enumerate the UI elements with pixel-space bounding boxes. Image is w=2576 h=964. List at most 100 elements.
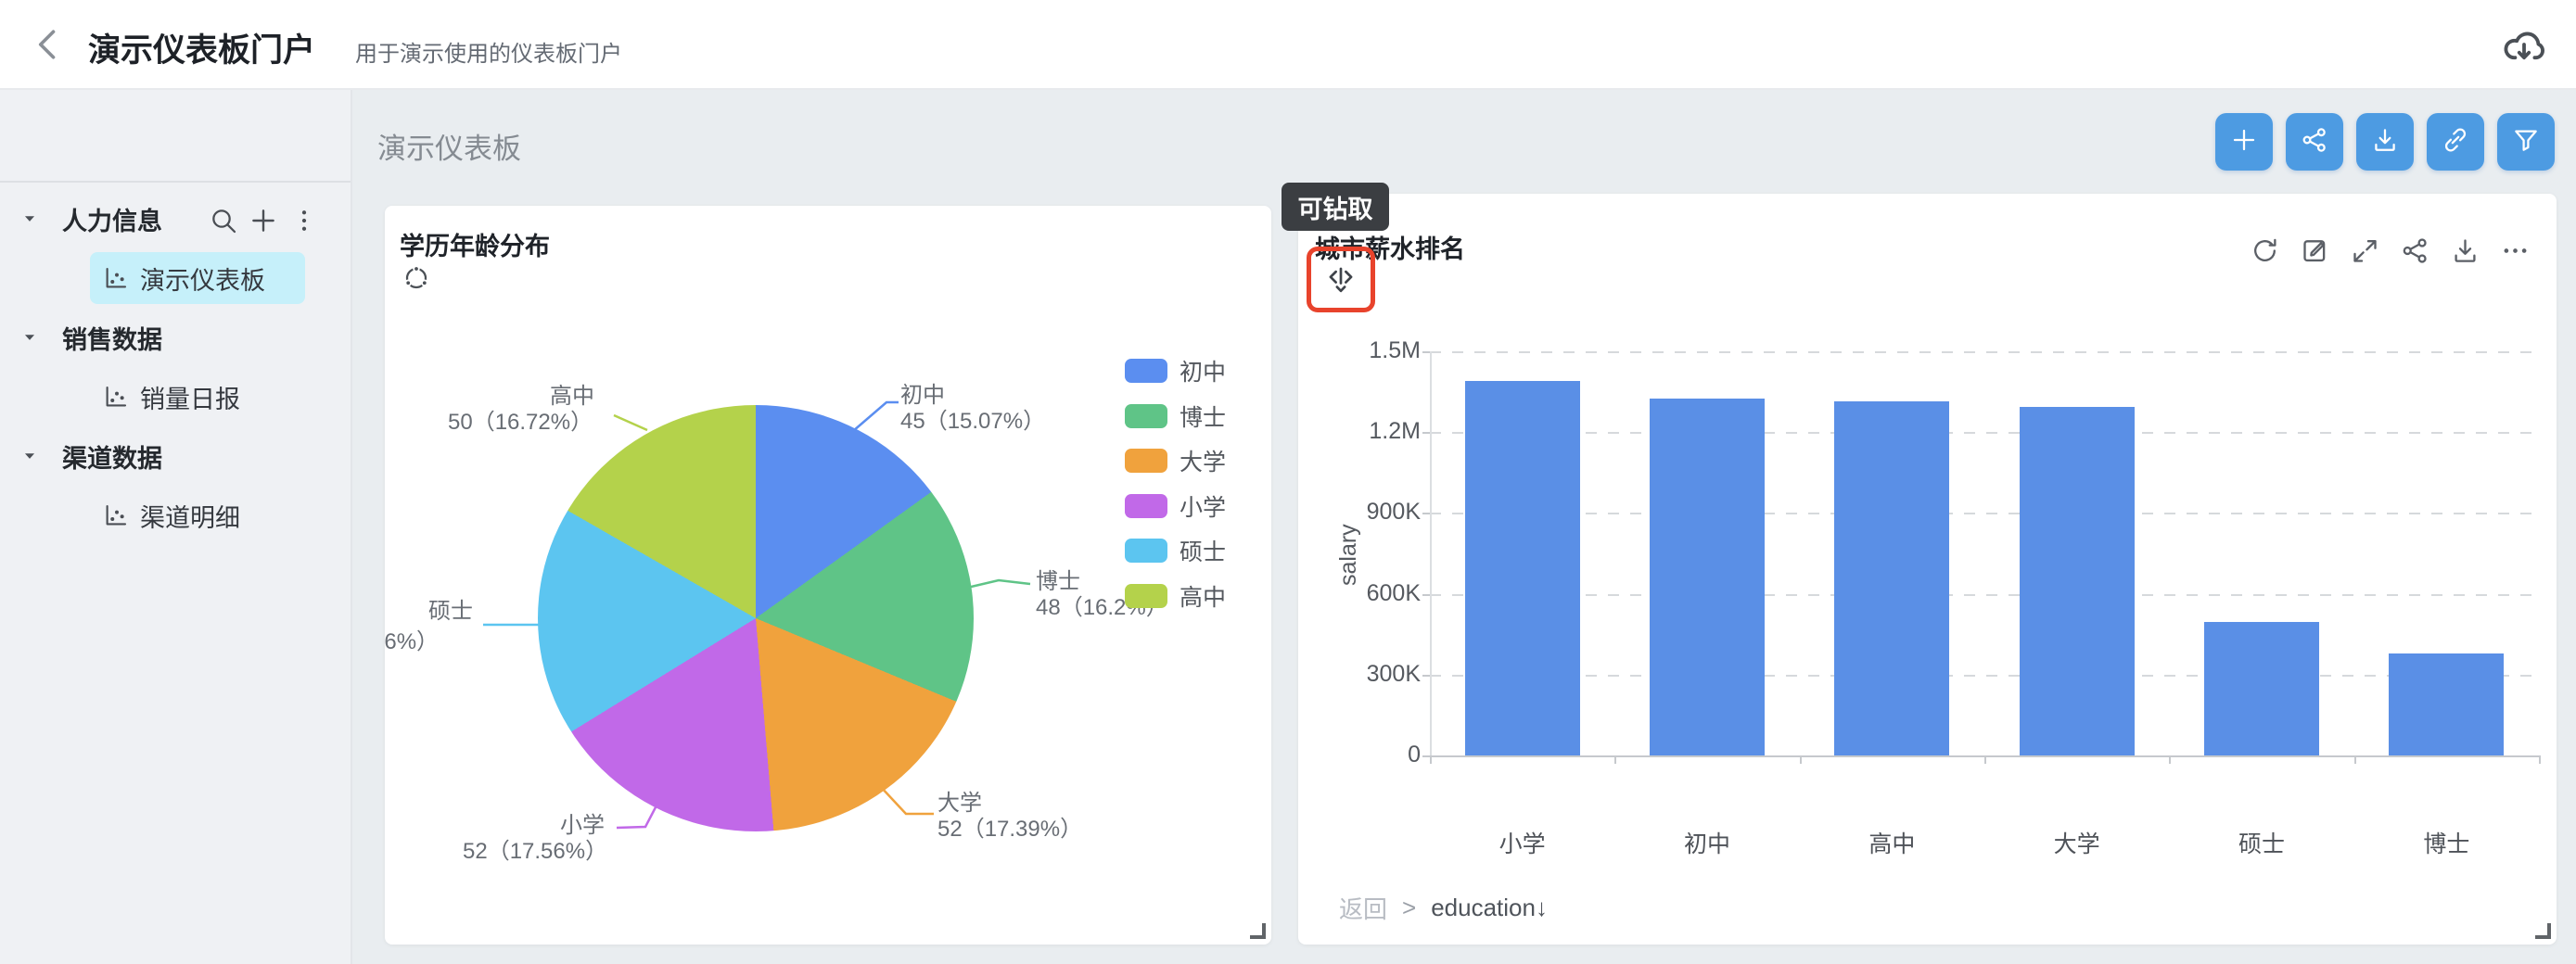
expand-icon[interactable] (2349, 235, 2380, 266)
y-axis-tick-label: 300K (1366, 660, 1421, 687)
pie-label-初中-line1: 初中 (900, 383, 945, 408)
bar-chart-card: 城市薪水排名 1.5M 1.2M 900K 600K 300K 0 小学 初中 高中 大学 硕士 博士… (1298, 194, 2557, 945)
drillable-tooltip: 可钻取 (1282, 183, 1389, 231)
drill-breadcrumb-current[interactable]: education↓ (1431, 894, 1548, 921)
portal-subtitle: 用于演示使用的仪表板门户 (355, 42, 622, 67)
legend-item-硕士[interactable]: 硕士 (1125, 534, 1226, 567)
x-axis-tickmark (2539, 755, 2541, 764)
back-button[interactable] (28, 24, 69, 65)
drill-down-icon[interactable] (1323, 262, 1358, 298)
sidebar-item-label: 演示仪表板 (140, 266, 265, 295)
x-axis-label-大学: 大学 (2053, 831, 2100, 857)
x-axis-label-小学: 小学 (1498, 831, 1546, 857)
selected-item-highlight (90, 252, 305, 304)
legend-swatch (1125, 539, 1167, 563)
legend-label: 初中 (1180, 360, 1227, 386)
search-icon[interactable] (209, 206, 238, 235)
sidebar-group-2[interactable]: 销售数据 (0, 311, 351, 363)
y-axis-tickmark (1422, 513, 1430, 515)
gridline (1430, 513, 2539, 515)
legend-swatch (1125, 493, 1167, 518)
share-button[interactable] (2286, 113, 2343, 171)
share-icon (2300, 125, 2329, 159)
y-axis-tick-label: 1.5M (1369, 337, 1421, 363)
gridline (1430, 674, 2539, 677)
funnel-icon (2511, 125, 2541, 159)
caret-down-icon[interactable] (19, 209, 40, 234)
legend-label: 高中 (1180, 584, 1227, 611)
link-button[interactable] (2427, 113, 2484, 171)
x-axis-tickmark (1430, 755, 1432, 764)
bar-初中[interactable] (1650, 399, 1765, 755)
legend-swatch (1125, 449, 1167, 473)
filter-button[interactable] (2497, 113, 2555, 171)
legend-label: 硕士 (1180, 539, 1227, 565)
sidebar-group-1[interactable]: 人力信息 (0, 193, 351, 245)
bar-硕士[interactable] (2204, 622, 2319, 755)
linkage-icon[interactable] (402, 263, 431, 293)
chart-icon (102, 501, 130, 534)
gridline (1430, 432, 2539, 435)
pie-label-小学-line2: 52（17.56%） (463, 839, 608, 864)
add-button[interactable] (2215, 113, 2273, 171)
y-axis-tickmark (1422, 755, 1430, 757)
legend-label: 小学 (1180, 494, 1227, 521)
legend-item-小学[interactable]: 小学 (1125, 489, 1226, 523)
pie-chart[interactable] (538, 405, 974, 831)
link-icon (2441, 125, 2470, 159)
y-axis-line (1430, 351, 1432, 755)
caret-down-icon[interactable] (19, 327, 40, 352)
bar-card-actions (2249, 235, 2531, 266)
sidebar-item-演示仪表板[interactable]: 演示仪表板 (0, 252, 351, 304)
gridline (1430, 593, 2539, 596)
bar-y-axis-title: salary (1335, 524, 1361, 587)
bar-小学[interactable] (1464, 381, 1580, 755)
legend-item-高中[interactable]: 高中 (1125, 579, 1226, 613)
download-icon (2370, 125, 2400, 159)
x-axis-label-高中: 高中 (1868, 831, 1916, 857)
leader-line-初中 (852, 400, 899, 432)
bar-博士[interactable] (2389, 653, 2505, 755)
sidebar-item-销量日报[interactable]: 销量日报 (0, 371, 351, 423)
portal-title: 演示仪表板门户 (88, 32, 316, 69)
legend-swatch (1125, 403, 1167, 428)
drill-back-link[interactable]: 返回 (1339, 895, 1388, 923)
page-title: 演示仪表板 (377, 133, 521, 165)
caret-down-icon[interactable] (19, 446, 40, 471)
refresh-icon[interactable] (2249, 235, 2280, 266)
chart-icon (102, 264, 130, 297)
legend-swatch (1125, 583, 1167, 608)
edit-icon[interactable] (2299, 235, 2330, 266)
leader-line-小学 (616, 805, 658, 830)
pie-card-title: 学历年龄分布 (400, 233, 550, 260)
pie-label-高中-line1: 高中 (550, 384, 594, 409)
card-resize-handle[interactable] (2535, 923, 2551, 939)
x-axis-tickmark (2169, 755, 2172, 764)
bar-大学[interactable] (2019, 407, 2135, 755)
y-axis-tick-label: 0 (1408, 742, 1421, 767)
x-axis-tickmark (2353, 755, 2356, 764)
legend-item-博士[interactable]: 博士 (1125, 400, 1226, 433)
plus-icon[interactable] (248, 205, 279, 236)
bar-高中[interactable] (1834, 401, 1950, 755)
sidebar-item-渠道明细[interactable]: 渠道明细 (0, 489, 351, 541)
x-axis-label-博士: 博士 (2423, 831, 2470, 857)
legend-label: 大学 (1180, 450, 1227, 476)
download-icon[interactable] (2449, 235, 2480, 266)
legend-item-初中[interactable]: 初中 (1125, 354, 1226, 387)
sidebar-group-label: 渠道数据 (62, 444, 162, 473)
sidebar-item-label: 渠道明细 (140, 503, 240, 532)
sidebar-divider (0, 181, 351, 183)
card-resize-handle[interactable] (1250, 923, 1266, 939)
pie-label-硕士-line2: 06%） (385, 629, 440, 654)
share-icon[interactable] (2399, 235, 2430, 266)
export-button[interactable] (2356, 113, 2414, 171)
cloud-download-icon[interactable] (2502, 23, 2546, 68)
sidebar-group-3[interactable]: 渠道数据 (0, 430, 351, 482)
more-icon[interactable] (2499, 235, 2531, 266)
sidebar: 人力信息演示仪表板销售数据销量日报渠道数据渠道明细 (0, 88, 352, 964)
x-axis-tickmark (1984, 755, 1986, 764)
drill-breadcrumb-separator: > (1402, 894, 1417, 921)
legend-item-大学[interactable]: 大学 (1125, 444, 1226, 477)
kebab-icon[interactable] (290, 207, 318, 235)
